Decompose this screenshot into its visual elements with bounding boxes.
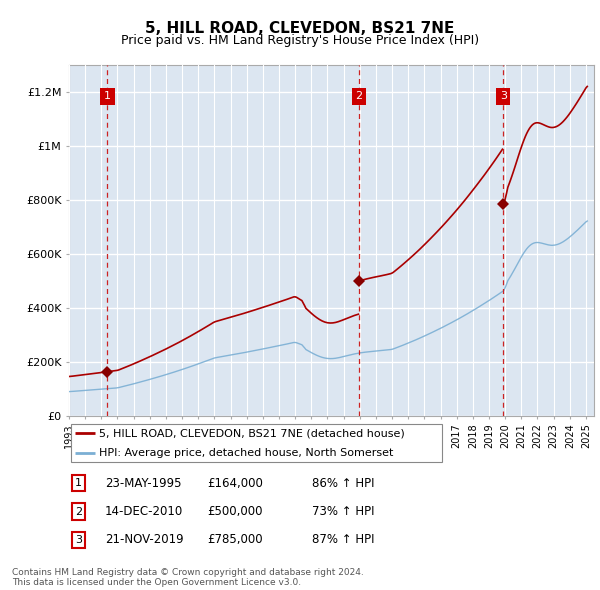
FancyBboxPatch shape [71, 424, 442, 462]
Text: Contains HM Land Registry data © Crown copyright and database right 2024.
This d: Contains HM Land Registry data © Crown c… [12, 568, 364, 587]
Text: 2: 2 [75, 507, 82, 516]
Text: 5, HILL ROAD, CLEVEDON, BS21 7NE (detached house): 5, HILL ROAD, CLEVEDON, BS21 7NE (detach… [99, 428, 405, 438]
Text: Price paid vs. HM Land Registry's House Price Index (HPI): Price paid vs. HM Land Registry's House … [121, 34, 479, 47]
Text: 73% ↑ HPI: 73% ↑ HPI [312, 505, 374, 518]
Text: 21-NOV-2019: 21-NOV-2019 [105, 533, 184, 546]
Text: £500,000: £500,000 [207, 505, 263, 518]
Text: £164,000: £164,000 [207, 477, 263, 490]
Text: 86% ↑ HPI: 86% ↑ HPI [312, 477, 374, 490]
Text: 23-MAY-1995: 23-MAY-1995 [105, 477, 182, 490]
Text: 1: 1 [75, 478, 82, 488]
Text: £785,000: £785,000 [207, 533, 263, 546]
Text: 3: 3 [500, 91, 507, 101]
Text: 5, HILL ROAD, CLEVEDON, BS21 7NE: 5, HILL ROAD, CLEVEDON, BS21 7NE [145, 21, 455, 35]
Text: 87% ↑ HPI: 87% ↑ HPI [312, 533, 374, 546]
Text: 14-DEC-2010: 14-DEC-2010 [105, 505, 183, 518]
Text: 1: 1 [104, 91, 111, 101]
Text: 2: 2 [355, 91, 362, 101]
Text: 3: 3 [75, 535, 82, 545]
Text: HPI: Average price, detached house, North Somerset: HPI: Average price, detached house, Nort… [99, 448, 394, 458]
